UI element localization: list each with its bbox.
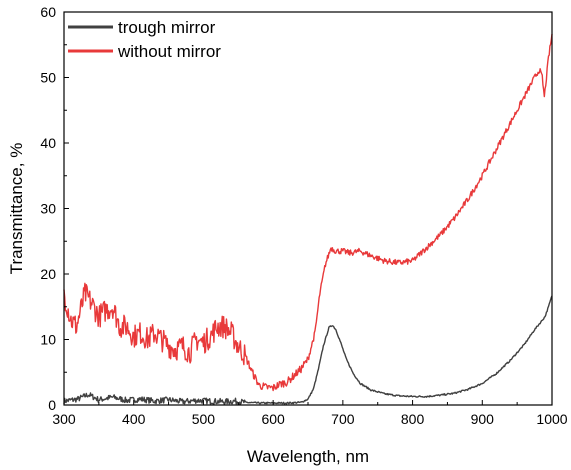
x-tick-label: 500 (192, 411, 216, 427)
plot-area (63, 33, 553, 406)
x-tick-label: 600 (261, 411, 285, 427)
plot-frame (63, 11, 553, 406)
y-tick-label: 10 (40, 332, 56, 348)
x-tick-label: 700 (331, 411, 355, 427)
x-tick-label: 400 (122, 411, 146, 427)
y-tick-label: 30 (40, 201, 56, 217)
y-tick-label: 0 (48, 397, 56, 413)
y-tick-label: 60 (40, 4, 56, 20)
series-line-0 (63, 295, 553, 406)
y-tick-label: 50 (40, 70, 56, 86)
y-tick-label: 40 (40, 135, 56, 151)
x-tick-label: 800 (401, 411, 425, 427)
axes: 300 400 500 600 700 800 900 1000 0 10 20 30 40 50 60 (40, 4, 567, 427)
legend-label: without mirror (117, 42, 221, 61)
y-tick-label: 20 (40, 266, 56, 282)
legend: trough mirror without mirror (68, 18, 221, 61)
x-tick-label: 300 (52, 411, 76, 427)
legend-label: trough mirror (118, 18, 216, 37)
y-axis-label: Transmittance, % (7, 143, 26, 275)
x-axis-label: Wavelength, nm (247, 447, 369, 466)
series-line-1 (63, 33, 553, 392)
x-tick-label: 1000 (536, 411, 567, 427)
x-tick-label: 900 (471, 411, 495, 427)
